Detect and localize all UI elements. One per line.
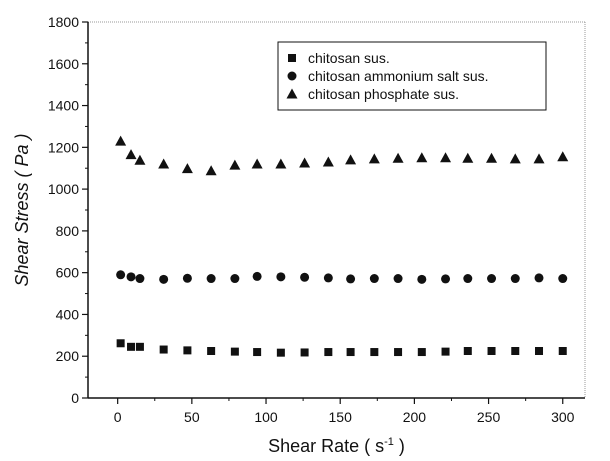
x-tick-label: 150 — [329, 409, 353, 425]
data-marks — [115, 135, 569, 357]
data-point — [134, 154, 146, 165]
data-point — [511, 347, 520, 355]
data-point — [394, 348, 403, 357]
y-tick-label: 200 — [56, 348, 80, 364]
data-point — [322, 156, 334, 167]
data-point — [207, 347, 216, 355]
data-point — [252, 271, 262, 281]
data-point — [346, 274, 356, 284]
data-point — [251, 158, 263, 169]
data-point — [557, 151, 569, 162]
y-tick-label: 1800 — [48, 14, 79, 30]
series-2 — [116, 270, 568, 284]
data-point — [487, 274, 497, 284]
y-tick-label: 1600 — [48, 56, 79, 72]
data-point — [558, 274, 568, 284]
data-point — [126, 272, 136, 282]
data-point — [393, 274, 403, 284]
plot-area — [88, 21, 586, 398]
data-point — [275, 158, 287, 169]
data-point — [463, 274, 473, 284]
legend-marker — [286, 88, 298, 99]
x-tick-label: 50 — [184, 409, 200, 425]
data-point — [417, 274, 427, 284]
data-point — [509, 153, 521, 164]
data-point — [276, 272, 286, 282]
data-point — [416, 152, 428, 163]
data-point — [181, 163, 193, 174]
y-tick-label: 800 — [56, 223, 80, 239]
y-tick-label: 1000 — [48, 181, 79, 197]
series-3 — [115, 135, 569, 176]
legend-marker — [288, 54, 296, 62]
y-axis-title: Shear Stress ( Pa ) — [12, 133, 32, 286]
data-point — [276, 348, 285, 357]
data-point — [182, 273, 192, 283]
data-point — [127, 342, 136, 351]
data-point — [441, 274, 451, 284]
legend: chitosan sus. chitosan ammonium salt sus.… — [277, 41, 547, 111]
x-tick-label: 0 — [114, 409, 122, 425]
data-point — [345, 154, 357, 165]
data-point — [230, 347, 239, 356]
data-point — [135, 274, 145, 284]
legend-box — [277, 41, 547, 111]
data-point — [346, 348, 355, 357]
data-point — [115, 135, 127, 146]
data-point — [116, 339, 125, 348]
data-point — [417, 348, 426, 357]
series-1 — [116, 339, 567, 357]
data-point — [206, 274, 216, 284]
data-point — [158, 158, 170, 169]
x-axis-title: Shear Rate ( s-1 ) — [268, 436, 405, 456]
data-point — [125, 149, 137, 160]
data-point — [253, 348, 262, 357]
legend-label: chitosan phosphate sus. — [308, 86, 459, 102]
data-point — [510, 274, 520, 284]
axes: 0 200 400 600 800 1000 1200 1400 1600 1800 0 50 100 1… — [12, 14, 585, 456]
data-point — [323, 273, 333, 283]
data-point — [183, 346, 192, 355]
data-point — [300, 348, 309, 357]
data-point — [441, 347, 450, 356]
data-point — [533, 153, 545, 164]
y-tick-label: 600 — [56, 265, 80, 281]
x-tick-label: 250 — [477, 409, 501, 425]
data-point — [230, 274, 240, 284]
data-point — [159, 274, 169, 284]
data-point — [205, 165, 217, 176]
data-point — [534, 273, 544, 283]
y-tick-label: 1200 — [48, 139, 79, 155]
y-tick-label: 1400 — [48, 98, 79, 114]
data-point — [369, 274, 379, 284]
data-point — [368, 153, 380, 164]
y-tick-label: 400 — [56, 306, 80, 322]
legend-marker — [287, 71, 297, 81]
x-tick-label: 100 — [254, 409, 278, 425]
data-point — [229, 159, 241, 170]
data-point — [299, 157, 311, 168]
data-point — [486, 152, 498, 163]
data-point — [300, 272, 310, 282]
data-point — [440, 152, 452, 163]
x-tick-label: 300 — [551, 409, 575, 425]
data-point — [558, 347, 567, 355]
data-point — [370, 348, 379, 357]
data-point — [535, 347, 544, 355]
data-point — [135, 342, 144, 351]
y-tick-label: 0 — [71, 390, 79, 406]
data-point — [462, 152, 474, 163]
legend-label: chitosan sus. — [308, 50, 390, 66]
data-point — [487, 347, 496, 355]
data-point — [159, 345, 168, 354]
data-point — [324, 348, 333, 357]
x-tick-label: 200 — [403, 409, 427, 425]
legend-label: chitosan ammonium salt sus. — [308, 68, 489, 84]
data-point — [392, 152, 404, 163]
data-point — [116, 270, 126, 280]
data-point — [463, 347, 472, 355]
